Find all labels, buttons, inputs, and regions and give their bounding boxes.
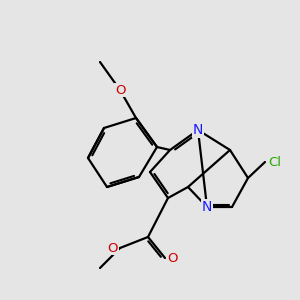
Text: O: O xyxy=(107,242,118,254)
Text: O: O xyxy=(167,251,178,265)
Text: Cl: Cl xyxy=(268,155,281,169)
Text: O: O xyxy=(115,83,125,97)
Text: N: N xyxy=(193,123,203,137)
Text: N: N xyxy=(202,200,212,214)
